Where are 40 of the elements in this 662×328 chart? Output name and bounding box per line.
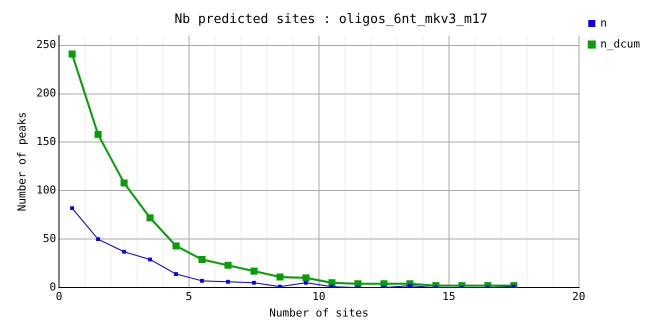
point (276, 273, 284, 280)
point (94, 130, 102, 138)
point (330, 284, 334, 288)
point (408, 284, 412, 288)
point (512, 284, 516, 288)
point (252, 280, 256, 285)
point (380, 280, 388, 288)
y-tick-label: 250 (36, 38, 56, 52)
legend-label: n (600, 16, 607, 30)
chart-title: Nb predicted sites : oligos_6nt_mkv3_m17 (174, 12, 488, 28)
point (148, 258, 152, 262)
point (278, 284, 282, 288)
y-tick-label: 50 (42, 232, 56, 245)
point (250, 268, 258, 275)
point (198, 256, 206, 263)
point (354, 280, 362, 288)
y-tick-label: 150 (36, 135, 56, 148)
point (68, 50, 76, 58)
y-tick-label: 100 (36, 184, 56, 197)
point (224, 262, 232, 269)
x-tick-label: 5 (186, 290, 192, 304)
x-tick-label: 20 (572, 290, 586, 304)
x-axis-title: Number of sites (269, 306, 369, 320)
point (122, 250, 126, 254)
point (146, 214, 154, 222)
legend-label: n_dcum (600, 37, 640, 50)
point (70, 206, 74, 210)
point (200, 278, 204, 283)
y-tick-label: 0 (49, 280, 56, 294)
point (302, 274, 310, 282)
y-axis-title: Number of peaks (15, 112, 28, 212)
y-tick-label: 200 (36, 86, 56, 100)
x-tick-label: 10 (312, 290, 326, 304)
point (96, 237, 100, 242)
point (120, 179, 128, 186)
point (304, 280, 308, 285)
point (174, 272, 178, 276)
point (172, 242, 180, 250)
x-tick-label: 15 (442, 290, 456, 304)
point (226, 280, 230, 284)
